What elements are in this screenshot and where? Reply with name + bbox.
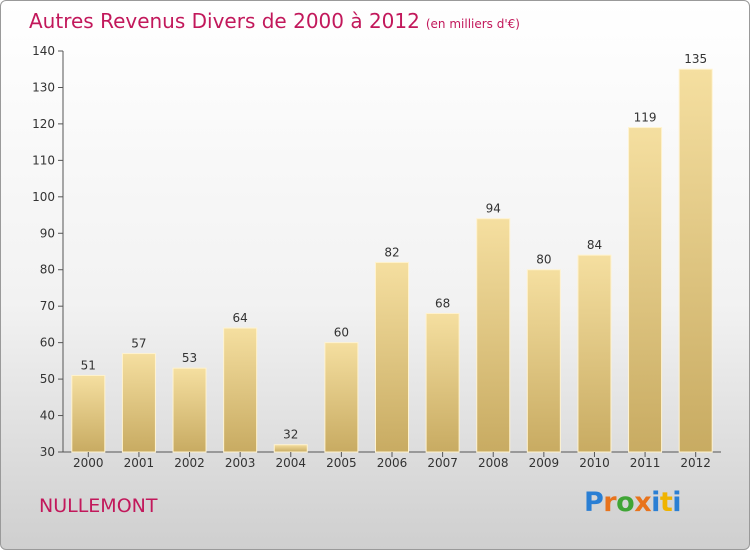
bar — [223, 327, 258, 453]
y-tick-label: 110 — [32, 153, 55, 167]
y-tick-label: 140 — [32, 44, 55, 58]
x-tick-label: 2007 — [427, 456, 458, 470]
x-tick-label: 2010 — [579, 456, 610, 470]
x-tick-label: 2003 — [225, 456, 256, 470]
bar — [375, 261, 409, 453]
bar — [678, 68, 713, 453]
bar-value-label: 68 — [435, 296, 450, 310]
x-tick-label: 2012 — [680, 456, 711, 470]
logo-letter: t — [659, 487, 673, 518]
bar — [121, 353, 156, 453]
y-tick-label: 30 — [40, 445, 55, 459]
bar — [628, 127, 663, 453]
y-tick-label: 50 — [40, 372, 55, 386]
bar — [425, 312, 460, 453]
logo-letter: r — [603, 487, 617, 518]
x-tick-label: 2000 — [73, 456, 104, 470]
x-tick-label: 2011 — [630, 456, 661, 470]
y-tick-label: 90 — [40, 226, 55, 240]
bar-value-label: 53 — [182, 351, 197, 365]
bar-value-label: 57 — [131, 337, 146, 351]
y-tick-label: 70 — [40, 299, 55, 313]
x-tick-label: 2006 — [377, 456, 408, 470]
location-label: NULLEMONT — [39, 495, 158, 517]
bar — [324, 342, 359, 453]
logo-letter: P — [584, 487, 604, 518]
bar-value-label: 84 — [587, 238, 602, 252]
y-tick-label: 120 — [32, 117, 55, 131]
y-tick-label: 130 — [32, 80, 55, 94]
y-tick-label: 40 — [40, 409, 55, 423]
x-tick-label: 2008 — [478, 456, 509, 470]
x-tick-label: 2005 — [326, 456, 357, 470]
logo-letter: i — [651, 487, 660, 518]
x-tick-label: 2001 — [124, 456, 155, 470]
chart-subtitle: (en milliers d'€) — [425, 17, 520, 31]
bar-value-label: 60 — [334, 326, 349, 340]
bar-value-label: 119 — [634, 111, 657, 125]
bar — [526, 269, 561, 453]
y-tick-label: 80 — [40, 263, 55, 277]
chart-title-text: Autres Revenus Divers de 2000 à 2012 — [29, 9, 420, 33]
logo-letter: i — [672, 487, 682, 518]
y-tick-label: 100 — [32, 190, 55, 204]
proxiti-logo: Proxiti — [584, 487, 682, 518]
bar-value-label: 32 — [283, 428, 298, 442]
logo-letter: o — [616, 487, 635, 518]
bar-value-label: 135 — [684, 52, 707, 66]
bar — [577, 254, 612, 453]
x-tick-label: 2002 — [174, 456, 205, 470]
y-tick-label: 60 — [40, 336, 55, 350]
bar — [273, 444, 308, 453]
bar-value-label: 82 — [384, 245, 399, 259]
bar — [71, 374, 106, 453]
chart-title: Autres Revenus Divers de 2000 à 2012 (en … — [29, 9, 520, 33]
bar — [172, 367, 207, 453]
bar-value-label: 94 — [486, 202, 501, 216]
bar-value-label: 51 — [81, 358, 96, 372]
logo-letter: x — [634, 487, 652, 518]
x-tick-label: 2009 — [529, 456, 560, 470]
bar-value-label: 80 — [536, 253, 551, 267]
bar — [476, 218, 511, 453]
x-tick-label: 2004 — [275, 456, 306, 470]
bar-value-label: 64 — [233, 311, 248, 325]
